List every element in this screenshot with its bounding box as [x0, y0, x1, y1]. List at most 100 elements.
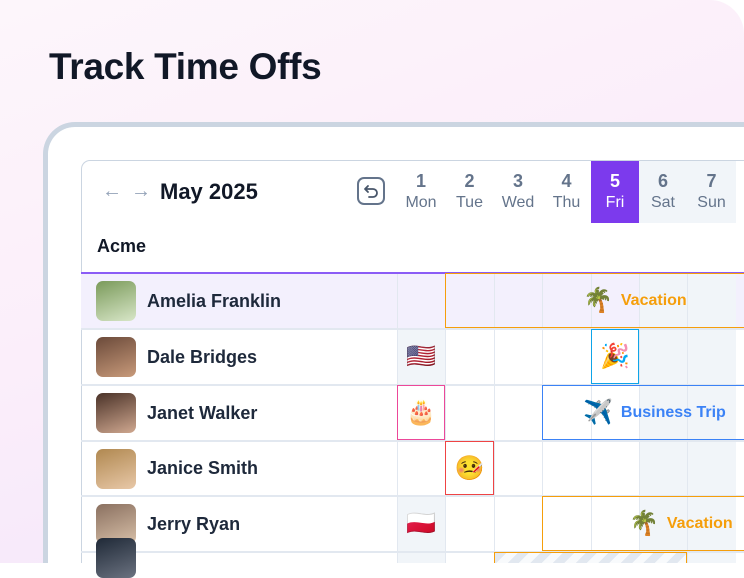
person-name: Janet Walker	[147, 402, 258, 423]
person-cell[interactable]: Janet Walker	[81, 386, 397, 440]
jerry-holiday-emoji-icon: 🇵🇱	[406, 510, 436, 537]
janice-sick-emoji-icon: 🤒	[454, 454, 485, 482]
day-cell[interactable]	[445, 330, 494, 384]
weekday: Thu	[552, 194, 581, 211]
day-cell[interactable]	[445, 386, 494, 440]
day-cell[interactable]	[397, 330, 445, 384]
day-cell[interactable]	[639, 442, 687, 495]
person-row[interactable]: Janice Smith	[81, 440, 744, 495]
day-cell[interactable]	[542, 274, 591, 328]
day-cell[interactable]	[494, 330, 542, 384]
day-number: 6	[657, 171, 668, 191]
avatar	[96, 281, 136, 321]
avatar	[96, 448, 136, 489]
person-row[interactable]: Jerry Ryan	[81, 495, 744, 551]
person-name: Janice Smith	[147, 458, 259, 478]
day-cell[interactable]	[397, 274, 445, 328]
amelia-vacation-event[interactable]: 🌴 Vacation	[445, 273, 744, 328]
weekday: Sun	[697, 194, 726, 211]
day-cell[interactable]	[542, 442, 591, 495]
person-row[interactable]: Amelia Franklin	[81, 272, 744, 330]
person-cell[interactable]: Jerry Ryan	[81, 497, 397, 551]
day-cell[interactable]	[591, 442, 639, 495]
next-month-arrow-icon[interactable]: →	[131, 180, 151, 202]
person-name: Dale Bridges	[147, 346, 258, 367]
avatar	[96, 504, 136, 544]
day-header-1[interactable]: 1 Mon	[397, 161, 445, 223]
day-cell[interactable]	[494, 442, 542, 495]
day-cell[interactable]	[542, 330, 591, 384]
weekday: Fri	[605, 194, 625, 211]
person-cell[interactable]: Dale Bridges	[81, 330, 397, 384]
weekday: Tue	[456, 194, 483, 211]
day-cell[interactable]	[494, 386, 542, 440]
company-name: Acme	[97, 236, 147, 256]
dale-party-event[interactable]: 🎉	[591, 329, 639, 384]
person-cell[interactable]: Janice Smith	[81, 442, 397, 495]
event-label: Vacation	[620, 291, 687, 309]
person-row[interactable]: Dale Bridges	[81, 328, 744, 384]
return-today-button[interactable]	[357, 177, 385, 205]
day-number: 3	[512, 171, 523, 191]
day-number: 1	[415, 171, 426, 191]
day-cell[interactable]	[494, 497, 542, 551]
person-name: Amelia Franklin	[147, 290, 282, 311]
person-cell[interactable]: Amelia Franklin	[81, 274, 397, 328]
janet-trip-event[interactable]: ✈️ Business Trip	[542, 385, 744, 440]
day-cell[interactable]	[687, 330, 736, 384]
day-cell[interactable]	[397, 442, 445, 495]
day-header-7[interactable]: 7 Sun	[687, 161, 736, 223]
day-header-3[interactable]: 3 Wed	[494, 161, 542, 223]
day-cell[interactable]	[687, 553, 736, 563]
day-header-4[interactable]: 4 Thu	[542, 161, 591, 223]
day-cell[interactable]	[687, 274, 736, 328]
day-number: 7	[706, 171, 717, 191]
janet-birthday-event[interactable]: 🎂	[397, 385, 445, 440]
day-cell[interactable]	[494, 274, 542, 328]
day-cell[interactable]	[591, 386, 639, 440]
jerry-vacation-event[interactable]: 🌴 Vacation	[542, 496, 744, 551]
amelia-vacation-emoji-icon: 🌴	[583, 287, 613, 314]
day-number: 2	[464, 171, 475, 191]
day-cell[interactable]	[687, 386, 736, 440]
janet-birthday-emoji-icon: 🎂	[406, 399, 436, 426]
day-cell[interactable]	[687, 497, 736, 551]
dale-holiday-emoji-icon: 🇺🇸	[406, 343, 436, 370]
person-cell[interactable]	[81, 538, 397, 578]
weekday: Mon	[405, 194, 437, 211]
jerry-holiday-event[interactable]: 🇵🇱	[397, 496, 445, 551]
weekday: Wed	[501, 194, 535, 211]
janice-sick-event[interactable]: 🤒	[445, 441, 494, 495]
day-number: 4	[561, 171, 572, 191]
janet-trip-emoji-icon: ✈️	[583, 399, 613, 426]
dale-holiday-event[interactable]: 🇺🇸	[397, 329, 445, 384]
avatar	[96, 538, 136, 578]
month-label: May 2025	[160, 179, 258, 204]
prev-month-arrow-icon[interactable]: ←	[102, 180, 122, 202]
undo-icon	[364, 185, 378, 198]
day-cell[interactable]	[397, 497, 445, 551]
day-cell[interactable]	[639, 386, 687, 440]
person-name: Jerry Ryan	[147, 513, 241, 534]
day-cell[interactable]	[639, 497, 687, 551]
day-cell[interactable]	[639, 274, 687, 328]
jerry-vacation-emoji-icon: 🌴	[629, 510, 659, 537]
weekday: Sat	[650, 194, 675, 211]
day-number: 5	[609, 171, 620, 191]
day-cell[interactable]	[591, 497, 639, 551]
day-cell[interactable]	[445, 497, 494, 551]
day-header-5[interactable]: 5 Fri	[591, 161, 639, 223]
day-cell[interactable]	[639, 330, 687, 384]
day-header-6[interactable]: 6 Sat	[639, 161, 687, 223]
day-cell[interactable]	[687, 442, 736, 495]
page-title: Track Time Offs	[49, 46, 322, 87]
dale-party-emoji-icon: 🎉	[600, 343, 630, 370]
avatar	[96, 393, 136, 433]
day-cell[interactable]	[397, 553, 445, 563]
day-header-2[interactable]: 2 Tue	[445, 161, 494, 223]
day-cell[interactable]	[445, 553, 494, 563]
pending-timeoff-bar[interactable]	[494, 552, 687, 563]
event-label: Business Trip	[620, 403, 726, 421]
day-cell[interactable]	[591, 274, 639, 328]
event-label: Vacation	[666, 514, 733, 532]
